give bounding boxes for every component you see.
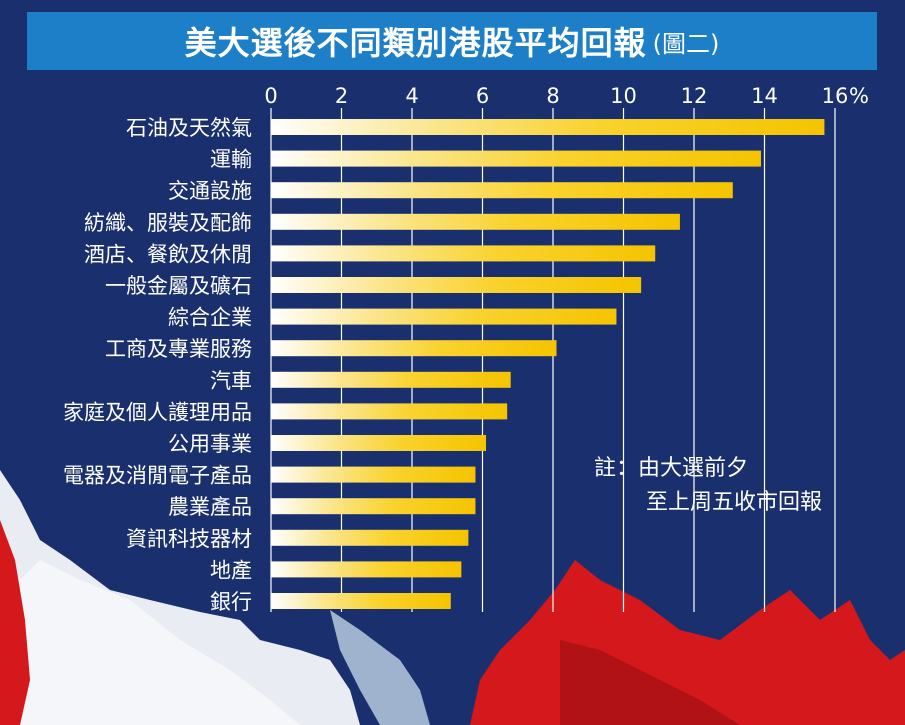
category-label: 家庭及個人護理用品 [63, 400, 252, 424]
category-label: 農業產品 [168, 495, 252, 519]
x-tick-label: 10 [610, 84, 637, 108]
dark-red-brush-stroke [560, 640, 740, 725]
category-label: 銀行 [210, 590, 252, 614]
category-label: 綜合企業 [168, 306, 252, 330]
bar [271, 340, 557, 357]
x-tick-label: 4 [405, 84, 418, 108]
category-label: 紡織、服裝及配飾 [84, 211, 252, 235]
category-label: 公用事業 [168, 432, 252, 456]
x-tick-label: 16 [822, 84, 849, 108]
bar [271, 403, 508, 420]
light-blue-brush-stroke [330, 610, 430, 725]
bar [271, 529, 469, 546]
category-label: 酒店、餐飲及休閒 [84, 242, 252, 266]
category-label: 運輸 [210, 148, 252, 172]
note-line-1: 註：由大選前夕 [594, 456, 749, 481]
white-brush-stroke-2 [0, 560, 300, 725]
bar [271, 371, 511, 388]
red-brush-stroke-left [0, 520, 30, 725]
category-label: 汽車 [210, 369, 252, 393]
chart-title: 美大選後不同類別港股平均回報 [184, 24, 647, 62]
bar [271, 150, 761, 167]
note-line-2: 至上周五收市回報 [646, 490, 823, 515]
x-tick-label: 6 [476, 84, 489, 108]
bar [271, 561, 462, 578]
bar [271, 498, 476, 515]
bar [271, 593, 451, 609]
bars [271, 119, 825, 609]
bar [271, 308, 617, 325]
bar [271, 466, 476, 483]
category-labels: 石油及天然氣運輸交通設施紡織、服裝及配飾酒店、餐飲及休閒一般金屬及礦石綜合企業工… [63, 116, 252, 614]
category-label: 電器及消閒電子產品 [63, 464, 252, 488]
x-tick-labels: 0 2 4 6 8 10 12 14 16% [264, 84, 869, 108]
category-label: 交通設施 [168, 179, 252, 203]
bar [271, 182, 733, 199]
x-tick-label: 12 [681, 84, 708, 108]
bar [271, 245, 656, 262]
bar [271, 277, 642, 293]
bar [271, 119, 825, 135]
x-tick-label: 14 [751, 84, 778, 108]
category-label: 一般金屬及礦石 [105, 274, 252, 298]
category-label: 資訊科技器材 [126, 527, 252, 551]
category-label: 石油及天然氣 [126, 116, 252, 140]
chart-subtitle: (圖二) [652, 29, 720, 58]
category-label: 工商及專業服務 [105, 337, 252, 361]
title-bar: 美大選後不同類別港股平均回報 (圖二) [27, 12, 877, 70]
bar [271, 435, 487, 451]
category-label: 地產 [210, 558, 252, 582]
bar [271, 213, 680, 230]
x-unit-label: % [849, 84, 869, 108]
x-tick-label: 0 [264, 84, 277, 108]
x-tick-label: 2 [335, 84, 348, 108]
x-tick-label: 8 [546, 84, 559, 108]
